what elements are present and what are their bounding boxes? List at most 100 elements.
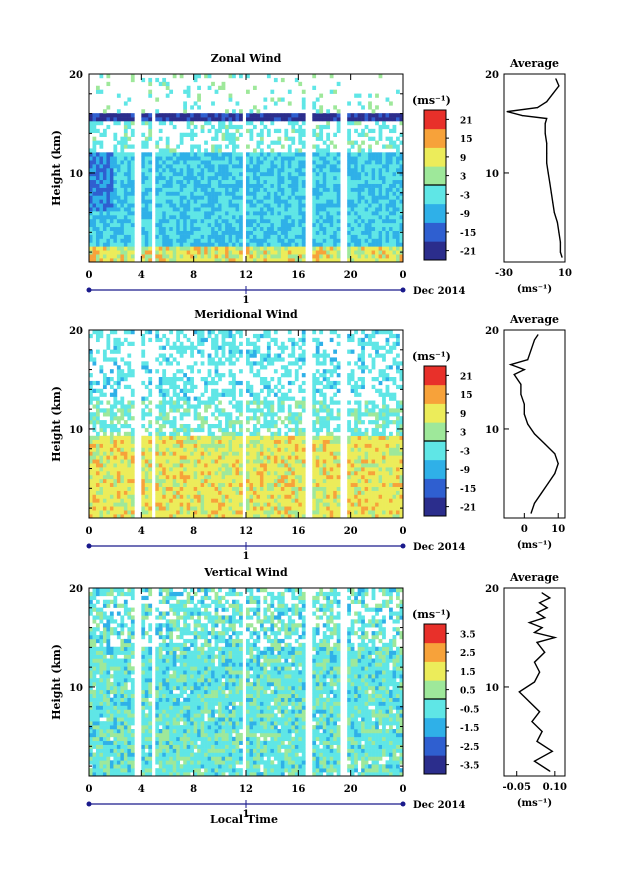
heatmap-cells [89,74,404,263]
profile-point [527,359,529,361]
x-tick-label: 16 [291,784,305,795]
colorbar-tick-label: -21 [460,504,476,514]
profile-point [544,132,546,134]
profile-frame [503,329,566,519]
profile-point [523,413,525,415]
profile-point [533,681,536,683]
profile-point [544,617,546,619]
colorbar-tick-label: -2.5 [460,743,479,753]
profile-point [528,622,531,624]
date-label: Dec 2014 [413,286,465,297]
colorbar-segment [424,680,446,700]
x-tick-label: 4 [138,784,145,795]
colorbar-segment [424,166,446,186]
x-tick-label: 4 [138,526,145,537]
profile-point [552,202,554,204]
colorbar-segment [424,128,446,148]
profile-point [553,211,555,214]
colorbar-segment [424,403,446,423]
colorbar-unit: (ms⁻¹) [412,94,451,107]
panel-title: Vertical Wind [203,566,288,579]
profile-x-tick-label: 10 [551,524,565,535]
colorbar-segment [424,185,446,205]
panel-1: Zonal Wind 20 10 Height (km) 0 4 8 12 16 20 0 1 Dec … [50,52,572,306]
colorbar-tick-label: 9 [460,154,466,164]
profile-point [551,750,553,752]
x-tick-label: 8 [190,270,197,281]
profile-x-tick-label: 10 [558,268,572,279]
profile-frame [503,587,566,777]
colorbar-segment [424,147,446,167]
colorbar-segment [424,459,446,479]
heatmap-cells [89,330,404,519]
colorbar-segment [424,441,446,461]
y-tick-label: 10 [69,169,83,180]
profile-x-tick-label: -0.05 [502,782,531,793]
profile-point [544,122,546,125]
profile-point [544,443,546,445]
colorbar-tick-label: 21 [460,116,473,126]
profile-line [518,592,558,772]
colorbar-tick-label: -1.5 [460,724,479,734]
profile-point [536,740,538,743]
profile-x-tick-label: -30 [495,268,513,279]
profile-frame [503,73,566,263]
x-axis-label-local-time: Local Time [210,813,278,826]
colorbar-tick-label: 0.5 [460,687,476,697]
y-tick-label: 20 [69,70,83,81]
profile-x-tick-label: 0.10 [543,782,567,793]
x-tick-label: 20 [344,270,358,281]
profile-point [541,627,543,629]
profile-point [547,482,549,484]
profile-point [530,512,532,514]
profile-point [537,334,539,336]
profile-point [546,152,548,154]
y-axis-label: Height (km) [50,386,63,462]
profile-point [555,78,557,80]
profile-point [556,221,559,223]
x-tick-label: 20 [344,526,358,537]
profile-point [536,612,538,614]
day-label: 1 [243,809,250,820]
colorbar-segment [424,422,446,442]
colorbar-tick-label: -0.5 [460,705,479,715]
panel-3: Vertical Wind 20 10 Height (km) 0 4 8 12 16 20 0 1 D… [50,566,567,820]
profile-point [559,251,562,253]
profile-point [561,256,563,258]
y-tick-label: 10 [69,683,83,694]
profile-y-tick-label: 10 [485,683,499,694]
profile-point [554,453,556,455]
profile-point [539,602,541,604]
heatmap-cells [89,588,404,777]
profile-point [520,383,522,385]
profile-point [546,142,548,144]
colorbar-segment [424,222,446,242]
profile-point [558,85,560,87]
y-tick-label: 10 [69,425,83,436]
profile-y-tick-label: 10 [485,425,499,436]
x-tick-label: 0 [400,270,407,281]
y-axis-label: Height (km) [50,130,63,206]
colorbar-tick-label: -9 [460,210,470,220]
panel-title: Zonal Wind [211,52,282,65]
profile-line [506,78,563,258]
profile-title: Average [509,571,559,584]
colorbar-unit: (ms⁻¹) [412,608,451,621]
profile-point [539,711,541,713]
profile-x-label: (ms⁻¹) [517,798,552,809]
profile-point [533,433,536,435]
x-tick-label: 0 [86,784,93,795]
colorbar-tick-label: -9 [460,466,470,476]
colorbar-segment [424,624,446,644]
profile-point [513,373,515,376]
day-label: 1 [243,295,250,306]
day-label: 1 [243,551,250,562]
x-tick-label: 0 [400,784,407,795]
colorbar-tick-label: 15 [460,391,473,401]
profile-point [546,101,548,103]
y-tick-label: 20 [69,326,83,337]
profile-point [540,492,542,494]
colorbar-segment [424,755,446,775]
profile-point [544,651,546,653]
